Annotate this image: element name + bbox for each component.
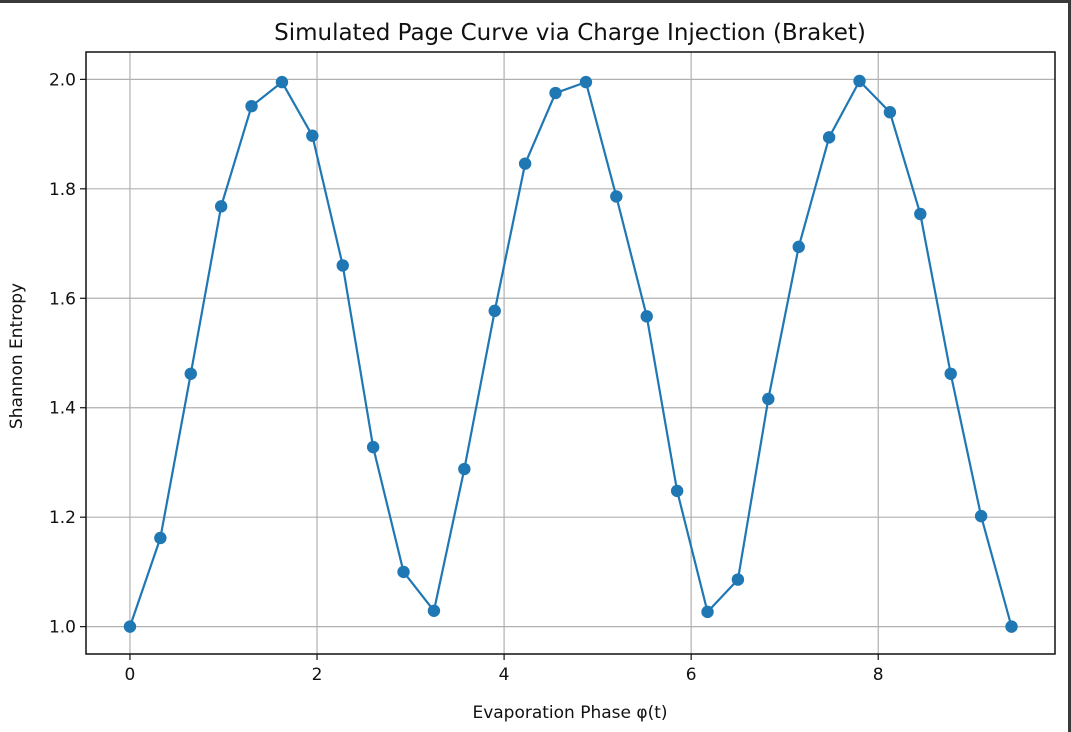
data-point [701, 605, 714, 619]
data-point [366, 440, 380, 454]
data-point [640, 310, 653, 323]
data-point [1005, 620, 1018, 633]
data-point [944, 367, 957, 380]
data-point [488, 304, 501, 318]
data-point [853, 74, 866, 88]
data-point [670, 484, 684, 498]
y-tick-label: 1.0 [49, 618, 76, 638]
plot-area [85, 51, 1056, 655]
series-layer [123, 74, 1018, 633]
y-tick-label: 1.8 [49, 180, 76, 200]
data-point [914, 207, 927, 221]
data-point [579, 75, 593, 89]
data-point [731, 573, 745, 586]
data-point [822, 131, 836, 144]
y-axis-ticks: 1.0 1.2 1.4 1.6 1.8 2.0 [49, 70, 86, 638]
y-tick-label: 1.2 [49, 508, 76, 528]
y-tick-label: 1.4 [49, 399, 76, 419]
data-point [214, 200, 228, 213]
data-point [427, 604, 441, 617]
data-point [458, 462, 471, 476]
data-point [184, 367, 197, 380]
data-point [792, 240, 805, 254]
x-tick-label: 2 [312, 665, 323, 685]
data-point [336, 259, 349, 272]
grid-lines [86, 52, 1055, 654]
y-tick-label: 1.6 [49, 289, 76, 309]
x-tick-label: 6 [686, 665, 697, 685]
data-point [306, 129, 319, 142]
data-point [154, 531, 167, 545]
chart-title: Simulated Page Curve via Charge Injectio… [274, 20, 866, 46]
data-point [762, 392, 775, 406]
x-axis-label: Evaporation Phase φ(t) [472, 703, 667, 723]
y-axis-label: Shannon Entropy [7, 283, 27, 429]
data-point [123, 620, 137, 633]
x-tick-label: 0 [125, 665, 136, 685]
y-tick-label: 2.0 [49, 70, 76, 90]
data-point [883, 106, 897, 119]
data-point [518, 157, 532, 170]
data-point [397, 565, 410, 579]
x-axis-ticks: 0 2 4 6 8 [125, 654, 884, 685]
data-point [974, 509, 988, 523]
x-tick-label: 8 [873, 665, 884, 685]
series-line [128, 79, 1013, 627]
data-point [245, 99, 258, 113]
data-point [549, 86, 562, 100]
data-point [610, 190, 623, 203]
data-point [275, 75, 289, 89]
x-tick-label: 4 [499, 665, 510, 685]
